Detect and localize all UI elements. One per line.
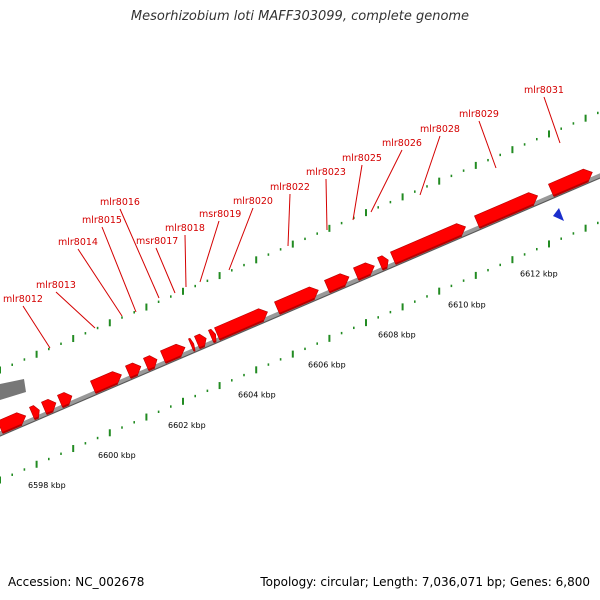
gene-label-mlr8013[interactable]: mlr8013	[36, 280, 96, 329]
gene-arrow[interactable]	[160, 341, 187, 364]
gene-arrow[interactable]	[90, 369, 124, 394]
gene-label-mlr8012[interactable]: mlr8012	[3, 294, 51, 349]
gene-arrow[interactable]	[125, 360, 143, 379]
tick-label: 6600 kbp	[98, 451, 136, 460]
other-feature-block	[0, 379, 26, 400]
gene-label-mlr8023[interactable]: mlr8023	[306, 167, 346, 231]
gene-arrow[interactable]	[274, 284, 320, 315]
backbone-shadow	[0, 177, 600, 437]
gene-arrow[interactable]	[390, 221, 468, 265]
tick-label: 6610 kbp	[448, 300, 486, 309]
svg-text:mlr8018: mlr8018	[165, 223, 205, 234]
gene-label-msr8017[interactable]: msr8017	[136, 236, 178, 294]
gene-label-mlr8018[interactable]: mlr8018	[165, 223, 205, 288]
accession-text: Accession: NC_002678	[8, 575, 145, 589]
tick-label: 6612 kbp	[520, 269, 558, 278]
svg-text:mlr8013: mlr8013	[36, 280, 76, 291]
gene-label-mlr8022[interactable]: mlr8022	[270, 182, 310, 247]
gene-arrow[interactable]	[208, 328, 218, 344]
svg-text:mlr8023: mlr8023	[306, 167, 346, 178]
tick-label: 6602 kbp	[168, 421, 206, 430]
svg-text:mlr8014: mlr8014	[58, 237, 98, 248]
gene-arrow[interactable]	[377, 254, 390, 271]
gene-arrow[interactable]	[324, 271, 351, 294]
svg-text:mlr8020: mlr8020	[233, 196, 273, 207]
gene-arrow[interactable]	[29, 404, 41, 421]
gene-arrow[interactable]	[0, 410, 28, 434]
gene-arrow[interactable]	[214, 306, 270, 341]
map-title: Mesorhizobium loti MAFF303099, complete …	[130, 9, 470, 24]
svg-text:mlr8029: mlr8029	[459, 109, 499, 120]
svg-text:mlr8028: mlr8028	[420, 124, 460, 135]
gene-label-mlr8015[interactable]: mlr8015	[82, 215, 137, 313]
blue-triangle-marker-icon	[553, 208, 564, 221]
svg-text:mlr8015: mlr8015	[82, 215, 122, 226]
gene-arrow[interactable]	[194, 332, 208, 350]
gene-arrow[interactable]	[188, 337, 196, 352]
gene-arrow[interactable]	[353, 260, 377, 281]
genome-summary-text: Topology: circular; Length: 7,036,071 bp…	[260, 575, 590, 589]
gene-label-mlr8014[interactable]: mlr8014	[58, 237, 123, 317]
svg-text:mlr8025: mlr8025	[342, 153, 382, 164]
gene-label-mlr8029[interactable]: mlr8029	[459, 109, 499, 169]
svg-text:msr8017: msr8017	[136, 236, 178, 247]
gene-label-mlr8016[interactable]: mlr8016	[100, 197, 160, 299]
gene-label-mlr8028[interactable]: mlr8028	[419, 124, 460, 196]
tick-label: 6606 kbp	[308, 361, 346, 370]
svg-text:mlr8022: mlr8022	[270, 182, 310, 193]
svg-text:msr8019: msr8019	[199, 209, 241, 220]
tick-label: 6608 kbp	[378, 330, 416, 339]
gene-label-mlr8031[interactable]: mlr8031	[524, 85, 564, 144]
tick-label: 6604 kbp	[238, 391, 276, 400]
gene-label-mlr8020[interactable]: mlr8020	[228, 196, 273, 271]
gene-arrow[interactable]	[143, 354, 159, 372]
gene-label-mlr8025[interactable]: mlr8025	[342, 153, 382, 221]
gene-arrow[interactable]	[474, 190, 540, 229]
gene-arrow[interactable]	[41, 397, 58, 415]
gene-label-mlr8026[interactable]: mlr8026	[370, 138, 422, 213]
svg-text:mlr8026: mlr8026	[382, 138, 422, 149]
gene-label-msr8019[interactable]: msr8019	[199, 209, 241, 283]
gene-arrow[interactable]	[57, 390, 74, 409]
svg-text:mlr8031: mlr8031	[524, 85, 564, 96]
tick-label: 6598 kbp	[28, 481, 66, 490]
svg-text:mlr8016: mlr8016	[100, 197, 140, 208]
svg-text:mlr8012: mlr8012	[3, 294, 43, 305]
gene-arrow[interactable]	[548, 166, 594, 197]
